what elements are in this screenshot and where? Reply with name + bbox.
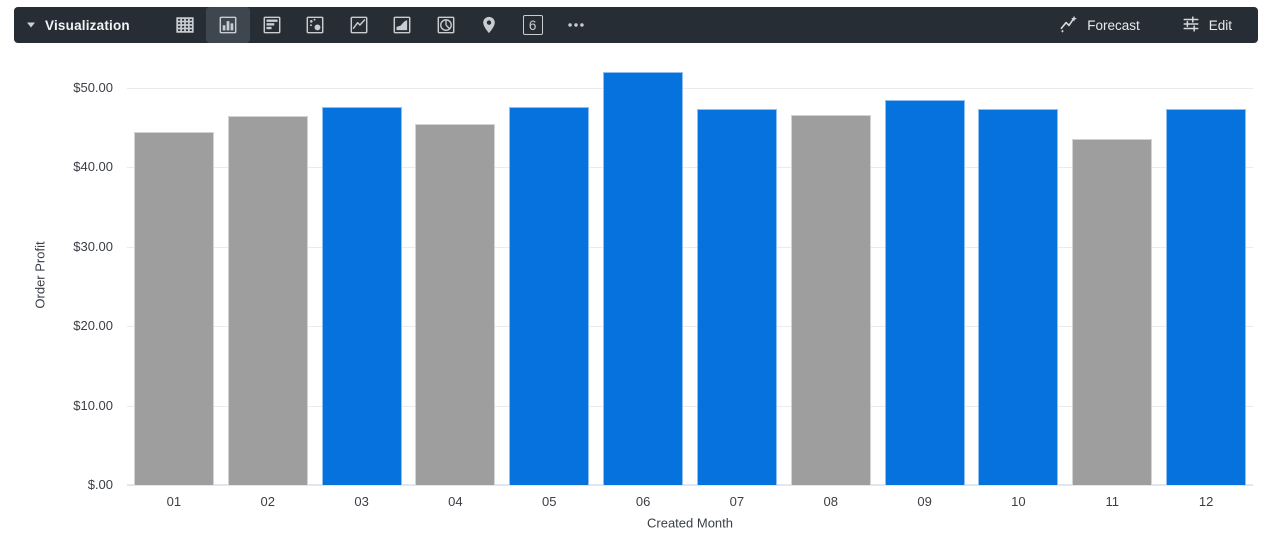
x-axis-title: Created Month: [647, 515, 733, 531]
edit-sliders-icon: [1182, 15, 1200, 36]
viz-type-pie[interactable]: [424, 7, 468, 43]
bar-month-04[interactable]: [415, 123, 496, 485]
table-chart-icon: [174, 14, 196, 36]
more-chart-icon: [565, 14, 587, 36]
line-chart-icon: [348, 14, 370, 36]
x-tick-label: 04: [448, 494, 463, 509]
y-tick-label: $20.00: [73, 318, 113, 334]
bar-month-02[interactable]: [227, 115, 308, 485]
gridline: [127, 326, 1253, 328]
viz-type-more[interactable]: [554, 7, 598, 43]
visualization-toolbar: Visualization 6 Forecast: [14, 7, 1258, 43]
map-chart-icon: [478, 14, 500, 36]
viz-type-table[interactable]: [163, 7, 207, 43]
bar-month-08[interactable]: [790, 114, 871, 485]
scatter-chart-icon: [304, 14, 326, 36]
edit-button[interactable]: Edit: [1182, 15, 1232, 36]
single-value-icon: 6: [522, 15, 543, 35]
x-tick-label: 08: [823, 494, 838, 509]
panel-title: Visualization: [45, 17, 130, 33]
viz-type-bar[interactable]: [250, 7, 294, 43]
forecast-sparkle-icon: [1059, 14, 1078, 36]
forecast-button-label: Forecast: [1087, 17, 1140, 33]
toolbar-actions: Forecast Edit: [1059, 14, 1258, 36]
bar-month-10[interactable]: [978, 109, 1059, 485]
viz-type-line[interactable]: [337, 7, 381, 43]
x-tick-label: 06: [635, 494, 651, 509]
x-tick-label: 05: [542, 494, 557, 509]
bar-month-03[interactable]: [321, 107, 402, 485]
viz-type-scatter[interactable]: [293, 7, 337, 43]
gridline: [127, 167, 1253, 169]
y-tick-label: $.00: [87, 477, 113, 492]
collapse-caret-icon[interactable]: [26, 21, 36, 29]
bar-month-06[interactable]: [603, 72, 684, 485]
viz-type-area[interactable]: [380, 7, 424, 43]
x-tick-label: 07: [729, 494, 745, 509]
gridline: [127, 88, 1253, 89]
bar-month-07[interactable]: [696, 109, 777, 485]
x-tick-label: 01: [166, 494, 182, 509]
bar-month-09[interactable]: [884, 99, 965, 485]
x-tick-label: 02: [260, 494, 275, 509]
bar-month-11[interactable]: [1072, 138, 1153, 485]
y-tick-label: $30.00: [73, 238, 113, 254]
x-tick-label: 09: [917, 494, 932, 509]
y-tick-label: $50.00: [73, 80, 113, 95]
viz-type-switcher: 6: [163, 7, 598, 43]
bar-month-01[interactable]: [133, 131, 214, 485]
edit-button-label: Edit: [1208, 17, 1232, 33]
x-tick-label: 03: [354, 494, 369, 509]
area-chart-icon: [391, 14, 413, 36]
bar-month-12[interactable]: [1166, 109, 1247, 485]
bar-month-05[interactable]: [509, 107, 590, 485]
gridline: [127, 405, 1253, 407]
viz-type-map[interactable]: [467, 7, 511, 43]
column-chart-icon: [217, 14, 239, 36]
visualization-header-toggle[interactable]: Visualization: [14, 18, 130, 33]
x-tick-label: 11: [1105, 494, 1120, 509]
y-tick-label: $40.00: [73, 159, 113, 175]
gridline: [127, 246, 1253, 248]
y-tick-label: $10.00: [73, 397, 113, 413]
forecast-button[interactable]: Forecast: [1059, 14, 1140, 36]
bar-chart-icon: [261, 14, 283, 36]
x-tick-label: 10: [1011, 494, 1026, 509]
x-tick-label: 12: [1198, 494, 1214, 509]
viz-type-column-selected[interactable]: [206, 7, 250, 43]
viz-type-single-value[interactable]: 6: [511, 7, 555, 43]
pie-chart-icon: [435, 14, 457, 36]
x-axis-line: [127, 484, 1253, 486]
